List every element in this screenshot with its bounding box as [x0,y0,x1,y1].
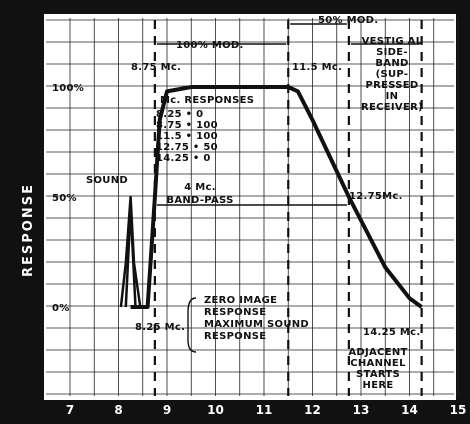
plot-area [44,14,456,400]
label-adjacent-channel: HERE [363,380,394,391]
label-vestigial: IN [386,91,399,102]
x-tick-labels: 7 8 9 10 11 12 13 14 15 [66,403,467,417]
label-zero-image: ZERO IMAGE [204,295,277,306]
y-tick-labels: 100% 50% 0% [52,83,84,314]
label-vestigial: (SUP- [376,69,409,80]
label-50-mod: 50% MOD. [318,15,378,26]
label-adjacent-channel: STARTS [356,369,400,380]
label-vestigial: RECEIVER) [361,102,423,113]
annotation-labels: 100% MOD. 50% MOD. VESTIG ALSIDE-BAND(SUP-… [86,15,423,391]
x-tick-label: 15 [450,403,467,417]
y-axis-label: RESPONSE [21,183,36,277]
label-12-75-mc: 12.75Mc. [349,191,403,202]
y-tick-label: 50% [52,193,77,204]
annotation-arrows [156,23,420,353]
y-axis-title: RESPONSE [21,183,36,277]
label-11-5-mc: 11.5 Mc. [292,62,342,73]
x-tick-label: 14 [401,403,418,417]
label-zero-image: RESPONSE [204,307,266,318]
y-tick-label: 100% [52,83,84,94]
label-band-pass: 4 Mc. [184,182,216,193]
table-header: Mc. RESPONSES [160,95,254,106]
response-curves [119,85,423,309]
label-vestigial: VESTIG AL [362,36,423,47]
table-row: 8.75 • 100 [156,120,218,131]
label-band-pass: BAND-PASS [166,195,233,206]
x-tick-label: 7 [66,403,74,417]
x-tick-label: 12 [304,403,321,417]
label-vestigial: SIDE- [376,47,408,58]
label-8-75-mc: 8.75 Mc. [131,62,181,73]
sound-response-curve [124,206,137,308]
x-tick-label: 13 [353,403,370,417]
label-adjacent-channel: CHANNEL [350,358,406,369]
y-tick-label: 0% [52,303,70,314]
label-adjacent-channel: ADJACENT [348,347,407,358]
x-tick-label: 9 [163,403,171,417]
table-row: 11.5 • 100 [156,131,218,142]
table-row: 8.25 • 0 [156,109,203,120]
label-zero-image: MAXIMUM SOUND [204,319,309,330]
label-sound: SOUND [86,175,128,186]
sound-response-curve [119,195,142,308]
x-tick-label: 8 [114,403,122,417]
label-8-25-mc: 8.25 Mc. [135,322,185,333]
zero-image-bracket [187,297,197,353]
label-vestigial: BAND [375,58,408,69]
label-14-25-mc: 14.25 Mc. [363,327,421,338]
label-vestigial: PRESSED [365,80,418,91]
x-tick-label: 10 [207,403,224,417]
grid [46,18,459,396]
label-zero-image: RESPONSE [204,331,266,342]
picture-response-curve [130,85,423,309]
table-row: 12.75 • 50 [156,142,218,153]
x-tick-label: 11 [256,403,273,417]
table-row: 14.25 • 0 [156,153,211,164]
label-100-mod: 100% MOD. [176,40,244,51]
